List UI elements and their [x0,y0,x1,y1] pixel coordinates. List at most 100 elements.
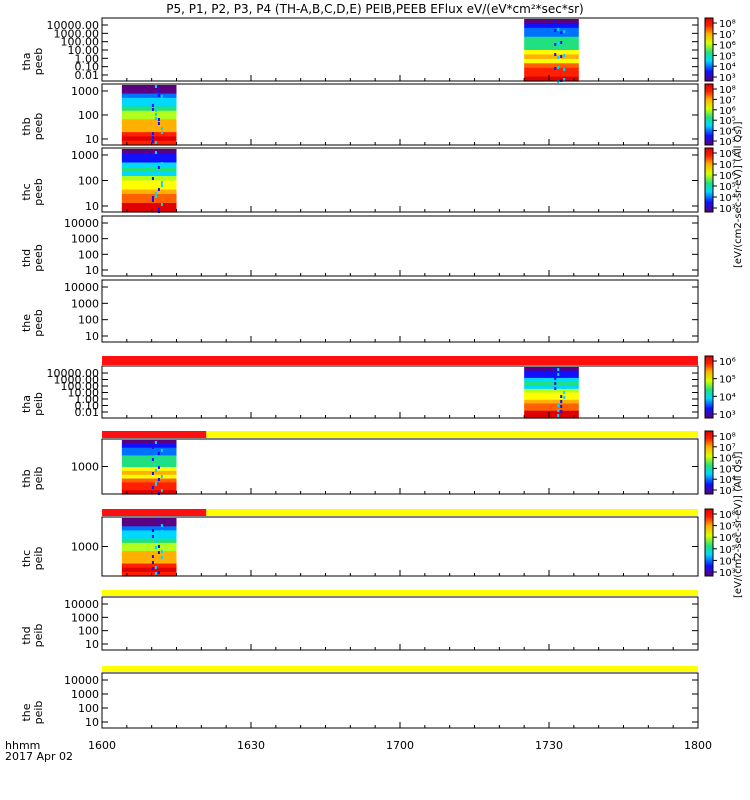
spectrogram-speckle [154,113,157,116]
spectrogram-speckle [560,405,563,408]
spectrogram-speckle [154,170,157,173]
y-tick-label: 1000 [71,233,99,246]
spectrogram-band [121,555,177,561]
y-tick-label: 10000 [64,674,99,687]
y-tick-label: 1.00 [75,393,100,406]
spectrogram-speckle [160,95,163,98]
spectrogram-band [121,522,177,527]
spectrogram-speckle [151,561,154,564]
spectrogram-speckle [154,109,157,112]
spectrogram-speckle [554,377,557,380]
colorbar-tick-label: 10⁸ [719,85,736,96]
spectrogram-speckle [151,486,154,489]
y-axis-label-product: peeb [32,178,45,206]
spectrogram-speckle [160,449,163,452]
spectrogram-band [121,93,177,99]
spectrogram-band [121,538,177,544]
spectrogram-band [524,27,579,33]
spectrogram-band [121,530,177,536]
colorbar-tick-label: 10³ [719,410,736,421]
spectrogram-band [121,189,177,195]
spectrogram-speckle [160,556,163,559]
colorbar-tick-label: 10⁶ [719,357,736,368]
y-tick-label: 1000.00 [54,374,100,387]
spectrogram-speckle [154,481,157,484]
y-axis-label-product: peib [32,547,45,571]
y-tick-label: 10 [85,638,99,651]
spectrogram-fill [121,85,177,146]
y-axis-label-product: peib [32,467,45,491]
spectrogram-speckle [154,173,157,176]
panel-frame [101,596,699,651]
spectrogram-band [121,123,177,129]
spectrogram-speckle [151,177,154,180]
y-tick-label: 10 [85,264,99,277]
colorbar-tick-label: 10⁸ [719,149,736,160]
colorbar-tick-label: 10⁵ [719,51,736,62]
colorbar-tick-label: 10⁶ [719,41,736,52]
colorbar-tick-label: 10³ [719,137,736,148]
y-tick-label: 1.00 [75,52,100,65]
spectrogram-speckle [557,404,560,407]
colorbar-tick-label: 10⁸ [719,510,736,521]
time-tick-label: 1600 [88,739,116,752]
spectrogram-band [121,467,177,472]
panel-frame [101,147,699,213]
spectrogram-speckle [151,444,154,447]
spectrogram-band [121,180,177,186]
colorbar-tick-label: 10⁸ [719,432,736,443]
spectrogram-speckle [151,196,154,199]
y-tick-label: 1000 [71,541,99,554]
spectrogram-speckle [160,181,163,184]
colorbar-tick-label: 10⁵ [719,182,736,193]
spectrogram-band [121,115,177,120]
spectrogram-band [121,149,177,155]
colorbar-tick-label: 10⁷ [719,30,736,41]
spectrogram-speckle [154,85,157,88]
spectrogram-speckle [160,203,163,206]
spectrogram-band [524,67,579,73]
y-tick-label: 10.00 [68,44,100,57]
colorbar-tick-label: 10⁶ [719,454,736,465]
spectrogram-speckle [151,567,154,570]
spectrogram-band [524,392,579,397]
spectrogram-speckle [160,184,163,187]
spectrogram-speckle [557,368,560,371]
spectrogram-speckle [560,41,563,44]
y-tick-label: 1000 [71,688,99,701]
spectrogram-speckle [563,396,566,399]
spectrogram-speckle [554,29,557,32]
y-axis-label-probe: the [20,314,33,332]
colorbar-tick-label: 10⁵ [719,375,736,386]
spectrogram-band [524,410,579,415]
spectrogram-band [524,36,579,42]
spectrogram-speckle [154,546,157,549]
figure-title: P5, P1, P2, P3, P4 (TH-A,B,C,D,E) PEIB,P… [166,2,584,16]
y-tick-label: 1000 [71,611,99,624]
y-tick-label: 100.00 [61,36,100,49]
spectrogram-band [121,171,177,177]
spectrogram-band [121,470,177,476]
y-tick-label: 100.00 [61,380,100,393]
colorbar [704,430,714,495]
spectrogram-speckle [151,535,154,538]
spectrogram-speckle [160,99,163,102]
spectrogram-speckle [157,207,160,210]
colorbar-tick-label: 10⁶ [719,106,736,117]
spectrogram-speckle [154,151,157,154]
y-tick-label: 1000 [71,297,99,310]
spectrogram-band [524,374,579,379]
spectrogram-speckle [151,458,154,461]
spectrogram-speckle [557,66,560,69]
colorbar-tick-label: 10⁷ [719,522,736,533]
colorbar-tick-label: 10⁵ [719,464,736,475]
spectrogram-band [121,547,177,552]
spectrogram-speckle [160,524,163,527]
spectrogram-speckle [157,452,160,455]
spectrogram-band [121,207,177,213]
panel-thd-peeb: 10000 1000 100 10 thd peeb [20,215,699,277]
y-tick-label: 100 [78,314,99,327]
y-axis-label-probe: tha [20,395,33,413]
spectrogram-speckle [154,566,157,569]
